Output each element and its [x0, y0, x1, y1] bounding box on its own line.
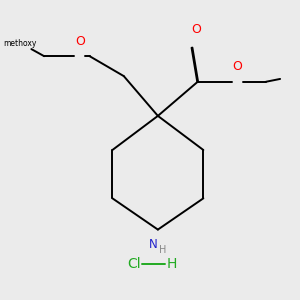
Text: O: O [191, 23, 201, 36]
Text: methoxy: methoxy [3, 39, 37, 48]
Text: N: N [149, 238, 158, 251]
Text: O: O [232, 60, 242, 73]
Text: O: O [75, 35, 85, 48]
Text: H: H [167, 257, 177, 271]
Text: Cl: Cl [127, 257, 141, 271]
Text: H: H [159, 245, 167, 255]
